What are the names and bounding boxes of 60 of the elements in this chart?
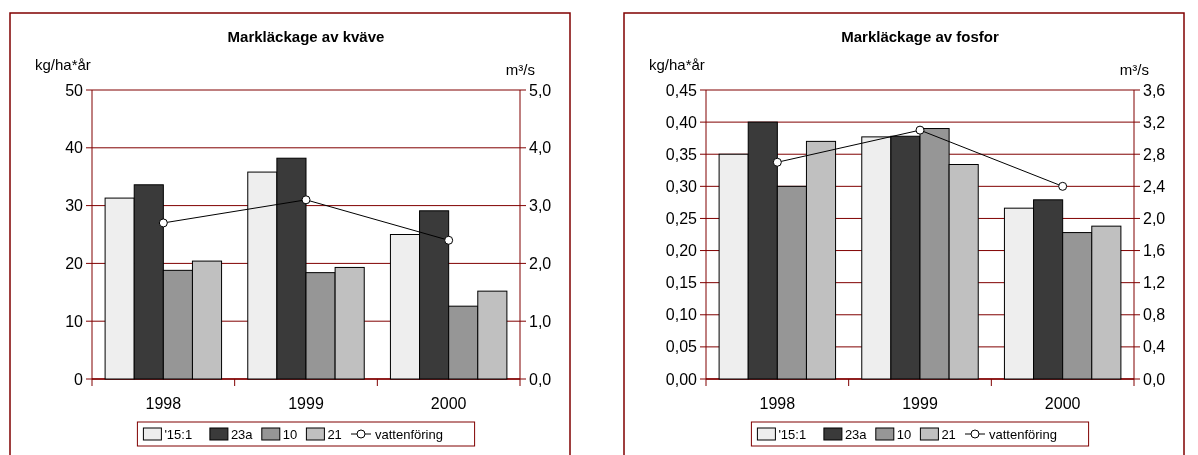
chart-title: Markläckage av kväve: [227, 28, 385, 45]
y-tick-label: 0,10: [665, 306, 698, 324]
y-tick-label: 40: [65, 139, 84, 157]
y-tick-label: 0,15: [665, 274, 698, 292]
legend-label: 21: [941, 426, 956, 442]
y-tick-label: 0,25: [665, 210, 698, 228]
chart-title: Markläckage av fosfor: [841, 28, 999, 45]
legend-label: 23a: [844, 426, 868, 442]
x-tick-label: 2000: [430, 395, 467, 412]
point: [1058, 181, 1068, 191]
x-tick-label: 1998: [145, 395, 182, 412]
legend-label: 23a: [230, 426, 254, 442]
legend-label: vattenföring: [375, 426, 443, 442]
y-tick-label: 0,45: [665, 81, 698, 99]
y-tick-label: 0,20: [665, 242, 698, 260]
y2-tick-label: 3,0: [529, 197, 552, 215]
y-axis-title: kg/ha*år: [649, 56, 705, 73]
x-tick-label: 2000: [1044, 395, 1081, 412]
y-tick-label: 30: [65, 197, 84, 215]
legend-label: 10: [282, 426, 298, 442]
legend-label: 21: [327, 426, 342, 442]
y2-tick-label: 1,6: [1143, 242, 1166, 260]
y2-tick-label: 0,8: [1143, 306, 1166, 324]
y2-tick-label: 2,0: [1143, 210, 1166, 228]
y2-tick-label: 0,0: [1143, 370, 1166, 388]
point: [301, 195, 311, 205]
y-tick-label: 0: [74, 370, 84, 388]
point: [915, 125, 925, 135]
x-tick-label: 1999: [902, 395, 938, 412]
x-tick-label: 1999: [288, 395, 324, 412]
y2-tick-label: 2,4: [1143, 177, 1166, 195]
y-tick-label: 50: [65, 81, 84, 99]
y2-tick-label: 2,8: [1143, 145, 1166, 163]
y-tick-label: 0,35: [665, 145, 698, 163]
point: [444, 235, 454, 245]
y2-tick-label: 2,0: [529, 255, 552, 272]
y2-axis-title: m³/s: [1119, 61, 1149, 78]
y-tick-label: 10: [65, 312, 84, 330]
y2-tick-label: 3,2: [1143, 113, 1166, 131]
x-tick-label: 1998: [759, 395, 796, 412]
y-tick-label: 0,30: [665, 177, 698, 195]
y2-tick-label: 1,0: [529, 312, 552, 330]
y-tick-label: 0,00: [665, 370, 698, 388]
y-axis-title: kg/ha*år: [35, 56, 91, 73]
point: [158, 218, 168, 228]
y2-axis-title: m³/s: [505, 61, 535, 78]
y2-tick-label: 3,6: [1143, 81, 1166, 99]
legend-label: '15:1: [778, 426, 807, 442]
legend-label: 10: [896, 426, 912, 442]
y-tick-label: 0,05: [665, 338, 698, 356]
y2-tick-label: 5,0: [529, 81, 552, 99]
y-tick-label: 20: [65, 255, 84, 272]
y2-tick-label: 0,0: [529, 370, 552, 388]
y-tick-label: 0,40: [665, 113, 698, 131]
legend-label: vattenföring: [989, 426, 1057, 442]
legend-label: '15:1: [164, 426, 193, 442]
y2-tick-label: 1,2: [1143, 274, 1166, 292]
y2-tick-label: 0,4: [1143, 338, 1166, 356]
y2-tick-label: 4,0: [529, 139, 552, 157]
point: [772, 157, 782, 167]
